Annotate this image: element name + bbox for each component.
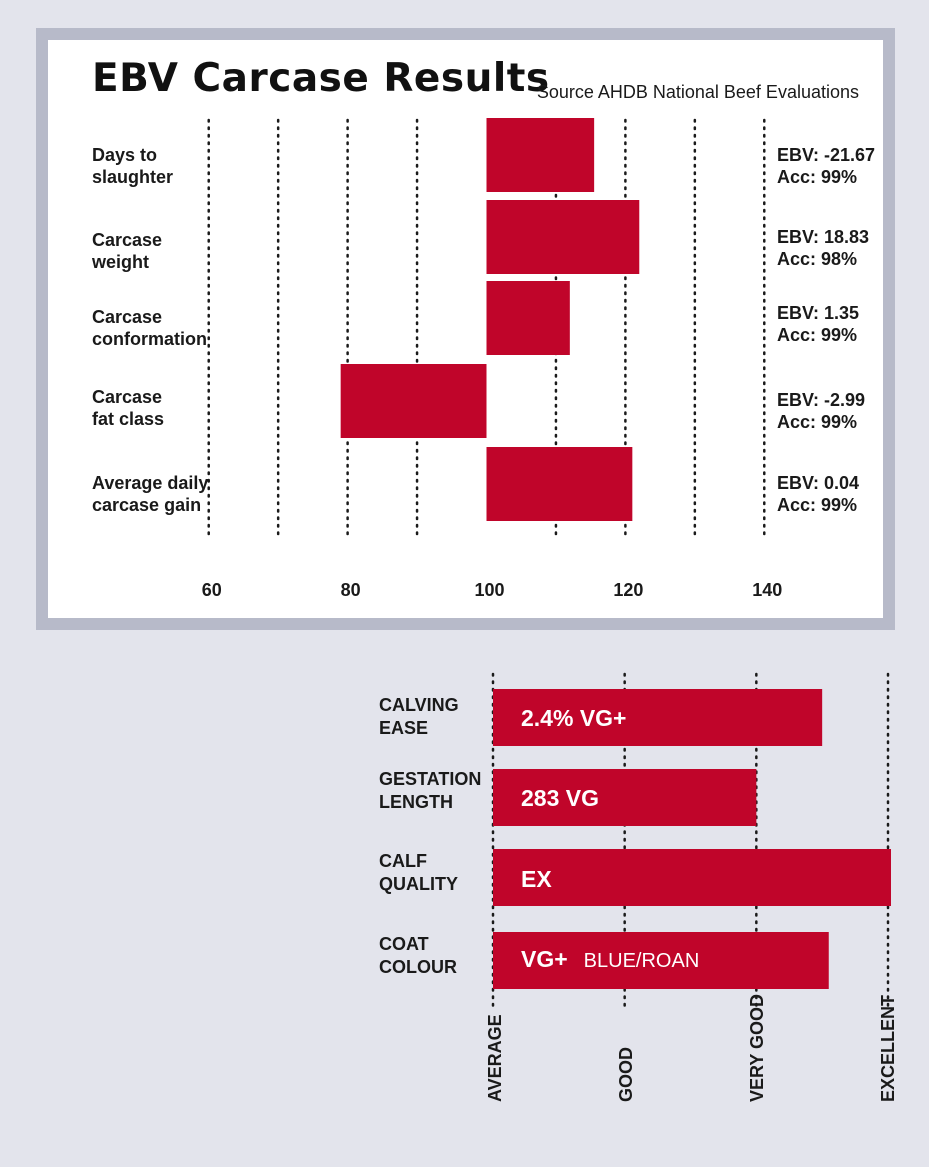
bar	[340, 364, 487, 438]
x-tick-label: 140	[752, 580, 783, 600]
x-tick-label: 100	[474, 580, 505, 600]
category-label: Average daily carcase gain	[92, 473, 209, 515]
x-tick-label: 120	[613, 580, 644, 600]
bar-value-label: VG+ BLUE/ROAN	[521, 946, 700, 972]
bar	[486, 447, 633, 521]
ebv-annotation: EBV: 18.83 Acc: 98%	[777, 227, 870, 269]
source-note: Source AHDB National Beef Evaluations	[536, 82, 859, 102]
trait-label: GESTATION LENGTH	[379, 769, 482, 812]
category-label: Carcase fat class	[92, 387, 165, 429]
bar-value-label: 2.4% VG+	[521, 705, 627, 731]
bar-value-label: EX	[521, 866, 552, 892]
coat-colour-value: BLUE/ROAN	[583, 950, 700, 972]
category-label: Carcase weight	[92, 230, 163, 272]
trait-label: CALF QUALITY	[379, 851, 458, 894]
ebv-chart	[207, 118, 766, 536]
ebv-annotation: EBV: -2.99 Acc: 99%	[777, 390, 866, 432]
x-tick-label: 60	[201, 580, 222, 600]
category-label: Days to slaughter	[92, 145, 174, 187]
bar	[486, 118, 595, 192]
ebv-panel-frame: EBV Carcase Results Source AHDB National…	[36, 28, 895, 630]
trait-bar	[493, 769, 757, 826]
bar-value-label: 283 VG	[521, 785, 599, 811]
x-tick-label: 80	[340, 580, 361, 600]
category-label: Carcase conformation	[92, 307, 207, 349]
scale-label-very-good: VERY GOOD	[747, 993, 767, 1102]
scale-label-good: GOOD	[616, 1046, 636, 1102]
scale-label-excellent: EXCELLENT	[878, 994, 898, 1102]
bar	[486, 281, 570, 355]
trait-bar	[493, 849, 891, 906]
trait-label: CALVING EASE	[379, 695, 459, 738]
chart-title: EBV Carcase Results	[92, 56, 550, 101]
trait-bar	[493, 689, 823, 746]
bar	[486, 200, 640, 274]
trait-label: COAT COLOUR	[379, 934, 457, 977]
ebv-annotation: EBV: 0.04 Acc: 99%	[777, 473, 860, 515]
trait-bar	[493, 932, 829, 989]
ebv-annotation: EBV: -21.67 Acc: 99%	[777, 145, 876, 187]
ebv-panel: EBV Carcase Results Source AHDB National…	[48, 40, 883, 618]
scale-label-average: AVERAGE	[485, 1014, 505, 1102]
ebv-annotation: EBV: 1.35 Acc: 99%	[777, 303, 860, 345]
